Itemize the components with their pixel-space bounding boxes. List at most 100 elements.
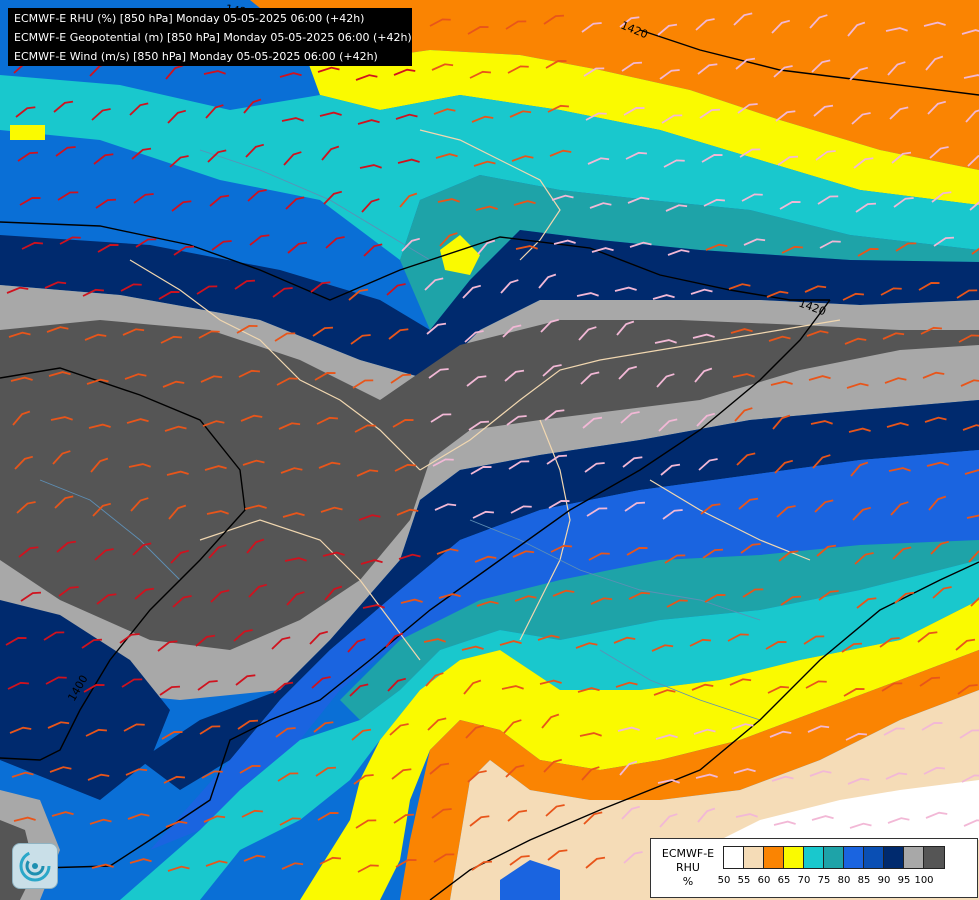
wind-barb xyxy=(620,411,640,424)
wind-barb xyxy=(767,685,790,694)
wind-barb xyxy=(804,285,827,293)
wind-barb xyxy=(845,732,868,741)
wind-barb xyxy=(125,768,148,776)
wind-barb xyxy=(666,599,688,608)
wind-barbs xyxy=(5,12,979,873)
wind-barb xyxy=(844,337,867,345)
wind-barb xyxy=(652,294,675,300)
wind-barb xyxy=(92,502,112,517)
wind-barb xyxy=(159,685,181,696)
wind-barb xyxy=(734,407,753,422)
wind-barb xyxy=(705,243,728,251)
legend-swatch xyxy=(924,847,944,868)
wind-barb xyxy=(773,65,793,78)
wind-barb xyxy=(464,330,484,343)
contour-1420-north xyxy=(639,29,979,96)
title-wind: ECMWF-E Wind (m/s) [850 hPa] Monday 05-0… xyxy=(14,50,378,63)
wind-barb xyxy=(207,149,227,163)
wind-barb xyxy=(200,375,223,383)
wind-barb xyxy=(846,382,869,389)
wind-barb xyxy=(957,684,978,695)
wind-barb xyxy=(893,197,914,208)
wind-barb xyxy=(465,724,485,739)
wind-barb xyxy=(204,465,227,471)
wind-barb xyxy=(890,501,909,516)
wind-barb xyxy=(963,819,979,827)
wind-barb xyxy=(355,74,378,81)
wind-barb xyxy=(511,155,534,162)
wind-barb xyxy=(85,728,108,737)
wind-barb xyxy=(128,463,151,468)
wind-barb xyxy=(436,548,459,555)
wind-barb xyxy=(16,501,36,514)
wind-barb xyxy=(970,593,979,607)
wind-barb xyxy=(619,16,640,28)
wind-barb xyxy=(51,811,74,817)
wind-barb xyxy=(658,418,678,432)
wind-barb xyxy=(807,725,830,733)
wind-barb xyxy=(661,114,683,124)
wind-barb xyxy=(552,589,575,597)
band-south-teal xyxy=(340,540,979,720)
wind-barb xyxy=(57,191,79,201)
wind-barb xyxy=(52,450,71,465)
wind-barb xyxy=(162,380,185,388)
wind-barb xyxy=(499,640,522,646)
wind-barb xyxy=(277,772,299,782)
wind-barb xyxy=(468,420,490,431)
wind-barb xyxy=(665,204,688,212)
wind-barb xyxy=(363,243,383,257)
wind-barb xyxy=(396,508,419,516)
wind-barb xyxy=(208,544,227,559)
wind-barb xyxy=(475,205,498,211)
wind-barb xyxy=(121,678,143,688)
wind-barb xyxy=(7,681,30,690)
wind-barb xyxy=(956,289,978,299)
wind-barb xyxy=(584,462,605,473)
wind-barb xyxy=(393,813,415,824)
wind-barb xyxy=(809,14,828,29)
wind-barb xyxy=(129,102,149,116)
wind-barb xyxy=(472,510,495,519)
wind-barb xyxy=(588,552,610,561)
wind-barb xyxy=(235,674,256,686)
wind-barb xyxy=(733,12,753,26)
wind-barb xyxy=(928,495,947,511)
wind-barb xyxy=(206,510,229,515)
wind-barb xyxy=(811,815,834,821)
wind-barb xyxy=(14,455,34,470)
wind-barb xyxy=(132,542,152,556)
wind-barb xyxy=(90,457,109,473)
legend-tick-label: 75 xyxy=(817,875,831,886)
wind-barb xyxy=(739,148,761,158)
wind-barb xyxy=(203,815,226,823)
wind-barb xyxy=(889,106,909,120)
wind-barb xyxy=(925,811,948,819)
wind-barb xyxy=(851,112,871,125)
wind-barb xyxy=(740,543,761,554)
wind-barb xyxy=(248,583,268,598)
wind-barb xyxy=(391,768,412,780)
wind-barb xyxy=(693,728,716,735)
wind-barb xyxy=(388,328,409,340)
legend-tick-label: 85 xyxy=(857,875,871,886)
legend-tick-label: 95 xyxy=(897,875,911,886)
title-rhu: ECMWF-E RHU (%) [850 hPa] Monday 05-05-2… xyxy=(14,12,365,25)
wind-barb xyxy=(737,103,758,114)
wind-barb xyxy=(431,63,454,71)
wind-barb xyxy=(321,145,340,161)
wind-barb xyxy=(197,680,218,691)
contour-1420-south xyxy=(429,561,979,900)
wind-barb xyxy=(538,273,557,289)
wind-barb xyxy=(279,72,302,78)
wind-barb xyxy=(431,808,452,819)
wind-barb xyxy=(469,815,490,827)
wind-barb xyxy=(173,245,195,256)
band-northwest-yellow xyxy=(10,125,45,140)
wind-barb xyxy=(732,373,755,378)
wind-barb xyxy=(575,642,598,649)
wind-barb xyxy=(579,732,602,737)
wind-barb xyxy=(545,60,567,69)
wind-barb xyxy=(766,290,789,298)
